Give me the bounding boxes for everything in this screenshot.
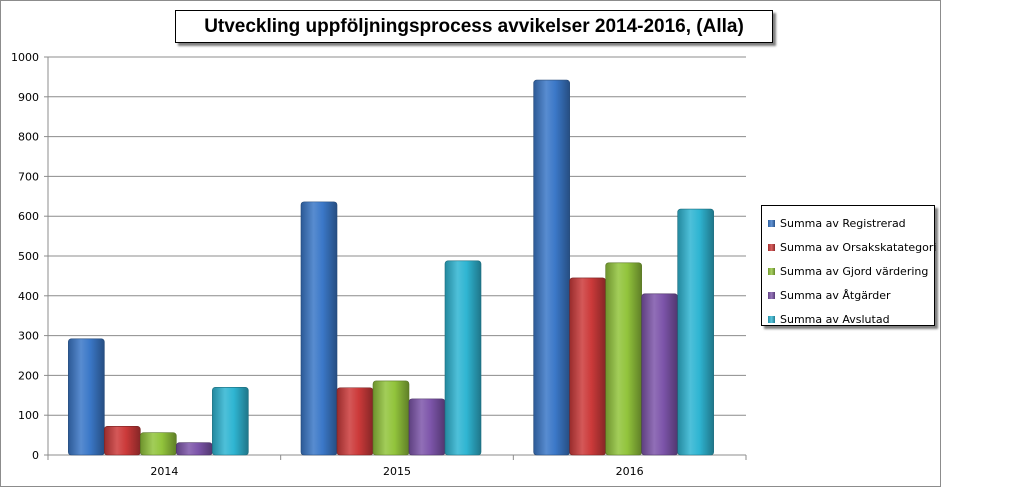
y-tick-label: 600	[18, 210, 39, 223]
legend-item: Summa av Åtgärder	[768, 283, 934, 307]
chart-legend: Summa av Registrerad Summa av Orsakskatat…	[761, 205, 937, 326]
legend-swatch	[768, 291, 775, 299]
bar	[677, 208, 714, 456]
bar	[68, 338, 105, 456]
y-tick-label: 800	[18, 131, 39, 144]
bar	[641, 293, 678, 456]
legend-swatch	[768, 243, 775, 251]
bar	[605, 262, 642, 456]
bars	[68, 79, 714, 456]
legend-label: Summa av Åtgärder	[780, 288, 891, 302]
y-tick-label: 700	[18, 170, 39, 183]
legend-item: Summa av Avslutad	[768, 307, 934, 331]
legend-label: Summa av Orsakskatategori	[780, 240, 937, 254]
bar	[408, 398, 446, 456]
bar	[533, 79, 570, 456]
grid-lines	[48, 56, 746, 416]
y-tick-label: 900	[18, 91, 39, 104]
chart-title: Utveckling uppföljningsprocess avvikelse…	[204, 15, 744, 37]
bar	[569, 277, 606, 456]
y-tick-label: 0	[32, 449, 39, 462]
bar	[300, 201, 338, 456]
x-tick-label: 2015	[383, 465, 411, 478]
y-tick-label: 1000	[11, 51, 39, 64]
x-tick-label: 2016	[616, 465, 644, 478]
legend-swatch	[768, 315, 775, 323]
tick-labels: 0 100 200 300 400 500 600 700 800 900 1000 2014 2015…	[11, 51, 644, 478]
bar	[176, 442, 213, 456]
chart-frame: 0 100 200 300 400 500 600 700 800 900 1000 2014 2015…	[0, 0, 941, 487]
y-tick-label: 300	[18, 330, 39, 343]
y-tick-label: 400	[18, 290, 39, 303]
y-tick-label: 200	[18, 369, 39, 382]
legend-swatch	[768, 267, 775, 275]
bar	[104, 426, 141, 456]
bar	[372, 380, 410, 456]
y-tick-label: 100	[18, 409, 39, 422]
legend-label: Summa av Registrerad	[780, 216, 906, 230]
legend-item: Summa av Registrerad	[768, 211, 934, 235]
legend-label: Summa av Avslutad	[780, 312, 890, 326]
bar	[336, 387, 374, 456]
legend-item: Summa av Orsakskatategori	[768, 235, 937, 259]
bar	[140, 432, 177, 456]
legend-swatch	[768, 219, 775, 227]
chart-plot: 0 100 200 300 400 500 600 700 800 900 1000 2014 2015…	[11, 51, 747, 478]
legend-label: Summa av Gjord värdering	[780, 264, 929, 278]
bar	[444, 260, 482, 456]
y-tick-label: 500	[18, 250, 39, 263]
x-tick-label: 2014	[150, 465, 178, 478]
chart-title-box: Utveckling uppföljningsprocess avvikelse…	[175, 10, 773, 43]
bar	[212, 387, 249, 456]
legend-item: Summa av Gjord värdering	[768, 259, 934, 283]
